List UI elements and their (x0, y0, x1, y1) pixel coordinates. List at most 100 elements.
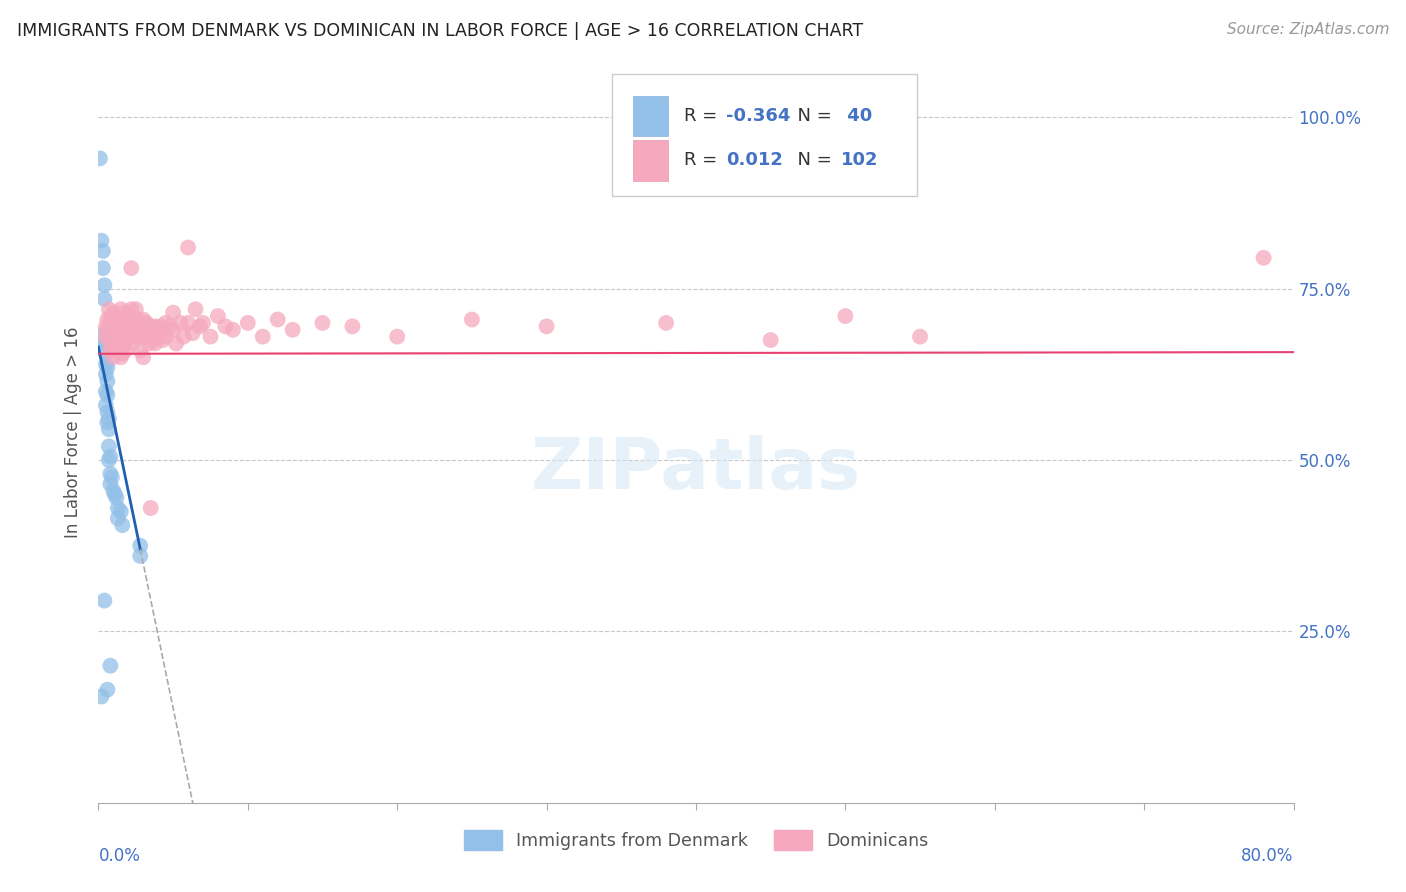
Point (107, 336, 129, 351)
Point (104, 329, 127, 343)
Point (103, 350, 125, 364)
Point (136, 326, 159, 341)
Point (135, 316, 157, 330)
FancyBboxPatch shape (613, 73, 917, 195)
Point (129, 343, 152, 358)
Point (97, 412, 120, 426)
Point (98, 467, 122, 481)
Point (143, 336, 166, 351)
Point (103, 336, 125, 351)
Point (112, 336, 135, 351)
Point (655, 316, 678, 330)
Point (93, 326, 115, 341)
Point (94, 384, 117, 399)
Point (143, 319, 166, 334)
Text: 80.0%: 80.0% (1241, 847, 1294, 865)
Point (110, 336, 132, 351)
Point (281, 323, 304, 337)
Point (112, 319, 135, 334)
Point (104, 316, 127, 330)
Bar (633, 140, 668, 181)
Point (96, 388, 118, 402)
Point (111, 329, 134, 343)
Point (97, 439, 120, 453)
Point (101, 340, 124, 354)
Point (94, 336, 117, 351)
Text: N =: N = (786, 151, 831, 169)
Point (181, 326, 204, 341)
Point (267, 312, 290, 326)
Point (108, 316, 131, 330)
Point (98, 450, 122, 464)
Point (184, 302, 207, 317)
Point (222, 323, 245, 337)
Point (120, 261, 142, 276)
Point (104, 343, 127, 358)
Point (536, 319, 558, 334)
Point (97, 319, 120, 334)
Point (107, 309, 129, 323)
Point (128, 319, 150, 334)
Text: ZIPatlas: ZIPatlas (531, 435, 860, 504)
Point (177, 316, 200, 330)
Point (165, 336, 187, 351)
Point (97, 422, 120, 436)
Point (115, 333, 138, 347)
Point (114, 326, 136, 341)
Point (96, 326, 118, 341)
Point (94, 347, 117, 361)
Point (96, 312, 118, 326)
Point (98, 343, 122, 358)
Point (121, 336, 143, 351)
Text: 102: 102 (841, 151, 879, 169)
Point (93, 593, 115, 607)
Point (96, 374, 118, 388)
Point (91, 244, 114, 258)
Point (96, 415, 118, 429)
Point (105, 312, 128, 326)
Point (94, 368, 117, 382)
Point (177, 240, 200, 255)
Point (132, 312, 155, 326)
Text: 40: 40 (841, 107, 872, 125)
Point (103, 319, 125, 334)
Point (132, 350, 155, 364)
Point (115, 316, 138, 330)
Bar (633, 95, 668, 136)
Point (103, 483, 125, 498)
Point (98, 477, 122, 491)
Point (148, 329, 170, 343)
Point (127, 312, 149, 326)
Point (385, 329, 409, 343)
Point (117, 312, 139, 326)
Point (90, 234, 112, 248)
Point (104, 487, 127, 501)
Point (105, 491, 128, 505)
Point (105, 340, 128, 354)
Point (114, 343, 136, 358)
Point (108, 333, 131, 347)
Point (96, 682, 118, 697)
Point (908, 329, 931, 343)
Point (110, 350, 132, 364)
Point (155, 316, 177, 330)
Point (94, 329, 117, 343)
Point (125, 302, 148, 317)
Text: Source: ZipAtlas.com: Source: ZipAtlas.com (1226, 22, 1389, 37)
Point (252, 329, 274, 343)
Point (117, 329, 139, 343)
Point (132, 329, 155, 343)
Point (311, 316, 333, 330)
Point (93, 278, 115, 293)
Point (138, 336, 160, 351)
Point (162, 323, 184, 337)
Point (124, 316, 146, 330)
Point (1253, 251, 1275, 265)
Point (97, 302, 120, 317)
Point (94, 319, 117, 334)
Legend: Immigrants from Denmark, Dominicans: Immigrants from Denmark, Dominicans (457, 823, 935, 857)
Point (90, 690, 112, 704)
Point (105, 326, 128, 341)
Text: N =: N = (786, 107, 831, 125)
Point (141, 333, 163, 347)
